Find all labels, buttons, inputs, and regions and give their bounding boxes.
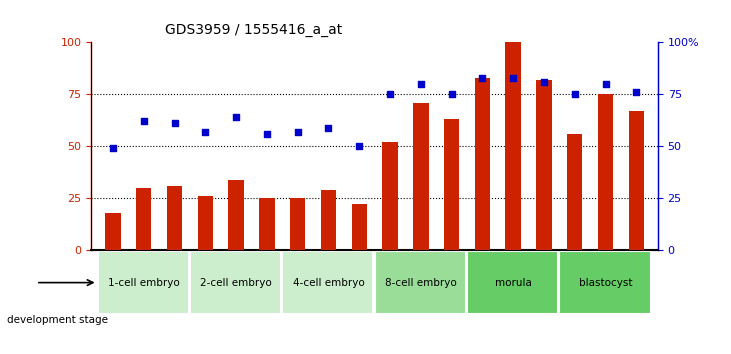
- Point: [631, 90, 643, 95]
- Point: [446, 92, 458, 97]
- Bar: [537, 80, 552, 250]
- Point: [200, 129, 211, 135]
- Bar: [506, 42, 521, 250]
- Point: [569, 92, 580, 97]
- Bar: [567, 134, 583, 250]
- Point: [261, 131, 273, 137]
- FancyBboxPatch shape: [374, 251, 466, 314]
- FancyBboxPatch shape: [282, 251, 374, 314]
- Point: [599, 81, 611, 87]
- Point: [169, 121, 181, 126]
- Bar: [260, 198, 275, 250]
- Point: [538, 79, 550, 85]
- Bar: [167, 186, 182, 250]
- Point: [415, 81, 427, 87]
- Text: development stage: development stage: [7, 315, 108, 325]
- Text: GDS3959 / 1555416_a_at: GDS3959 / 1555416_a_at: [165, 23, 342, 37]
- Point: [385, 92, 396, 97]
- Bar: [598, 95, 613, 250]
- Point: [353, 143, 365, 149]
- Point: [138, 119, 150, 124]
- Bar: [413, 103, 428, 250]
- Bar: [352, 205, 367, 250]
- Text: blastocyst: blastocyst: [579, 278, 632, 287]
- Bar: [444, 119, 459, 250]
- Bar: [321, 190, 336, 250]
- Point: [322, 125, 334, 131]
- Bar: [197, 196, 213, 250]
- Bar: [105, 213, 121, 250]
- Point: [230, 114, 242, 120]
- Point: [507, 75, 519, 81]
- FancyBboxPatch shape: [559, 251, 651, 314]
- Point: [477, 75, 488, 81]
- Bar: [474, 78, 490, 250]
- Point: [292, 129, 303, 135]
- Point: [107, 145, 118, 151]
- Bar: [136, 188, 151, 250]
- Bar: [629, 111, 644, 250]
- FancyBboxPatch shape: [97, 251, 189, 314]
- Bar: [228, 179, 243, 250]
- FancyBboxPatch shape: [467, 251, 558, 314]
- Text: 8-cell embryo: 8-cell embryo: [385, 278, 457, 287]
- FancyBboxPatch shape: [190, 251, 281, 314]
- Bar: [382, 142, 398, 250]
- Text: 4-cell embryo: 4-cell embryo: [292, 278, 364, 287]
- Text: 2-cell embryo: 2-cell embryo: [200, 278, 272, 287]
- Text: morula: morula: [495, 278, 531, 287]
- Bar: [290, 198, 306, 250]
- Text: 1-cell embryo: 1-cell embryo: [108, 278, 180, 287]
